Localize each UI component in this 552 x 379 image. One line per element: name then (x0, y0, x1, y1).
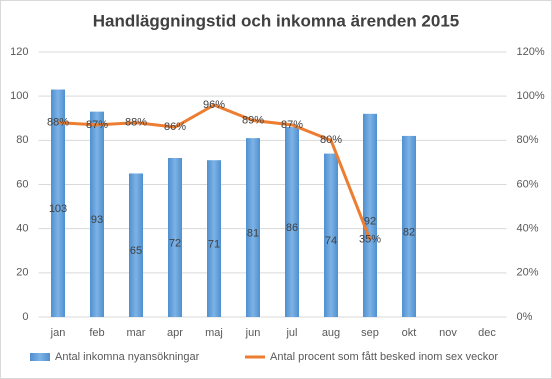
y2-tick-label: 120% (517, 46, 545, 58)
legend-label: Antal inkomna nyansökningar (55, 351, 200, 363)
y-tick-label: 60 (16, 178, 28, 190)
bar (324, 153, 338, 317)
y2-tick-label: 40% (517, 223, 539, 235)
x-tick-label: dec (478, 327, 496, 339)
x-tick-label: okt (402, 327, 417, 339)
bar-value-label: 71 (208, 239, 220, 251)
bar-value-label: 72 (169, 237, 181, 249)
y2-tick-label: 80% (517, 134, 539, 146)
y-tick-label: 40 (16, 223, 28, 235)
bar-value-label: 103 (49, 203, 67, 215)
bar-value-label: 74 (325, 235, 337, 247)
y2-tick-label: 60% (517, 178, 539, 190)
y2-tick-label: 0% (517, 311, 533, 323)
y2-tick-label: 20% (517, 267, 539, 279)
bar-value-label: 86 (286, 222, 298, 234)
line-value-label: 96% (203, 99, 225, 111)
bar-value-label: 82 (403, 226, 415, 238)
line-value-label: 86% (164, 121, 186, 133)
x-tick-label: jun (245, 327, 261, 339)
x-tick-label: nov (439, 327, 457, 339)
bar (207, 160, 221, 317)
x-tick-label: jul (285, 327, 297, 339)
y-tick-label: 0 (22, 311, 28, 323)
legend-swatch (30, 353, 50, 361)
x-tick-label: feb (89, 327, 104, 339)
x-tick-label: aug (322, 327, 340, 339)
line-value-label: 88% (125, 117, 147, 129)
bar (168, 158, 182, 317)
bar-value-label: 81 (247, 227, 259, 239)
bar (90, 111, 104, 317)
x-tick-label: maj (205, 327, 223, 339)
bar (246, 138, 260, 317)
bar (51, 89, 65, 318)
x-tick-label: sep (361, 327, 379, 339)
chart-title: Handläggningstid och inkomna ärenden 201… (93, 11, 460, 30)
y-tick-label: 100 (10, 90, 28, 102)
bar-value-label: 65 (130, 245, 142, 257)
y-tick-label: 120 (10, 46, 28, 58)
bar (363, 113, 377, 317)
x-tick-label: mar (127, 327, 146, 339)
x-tick-label: jan (50, 327, 66, 339)
y-tick-label: 20 (16, 267, 28, 279)
x-tick-label: apr (167, 327, 183, 339)
bar (285, 127, 299, 317)
y2-tick-label: 100% (517, 90, 545, 102)
bar-value-label: 93 (91, 214, 103, 226)
line (57, 103, 372, 241)
bar-value-label: 92 (364, 215, 376, 227)
line-value-label: 89% (242, 114, 264, 126)
line-value-label: 80% (320, 134, 342, 146)
line-value-label: 87% (281, 119, 303, 131)
line-value-label: 87% (86, 119, 108, 131)
y-tick-label: 80 (16, 134, 28, 146)
line-value-label: 35% (359, 234, 381, 246)
legend-label: Antal procent som fått besked inom sex v… (270, 351, 498, 363)
bar (402, 135, 416, 317)
bar (129, 173, 143, 317)
line-value-label: 88% (47, 117, 69, 129)
